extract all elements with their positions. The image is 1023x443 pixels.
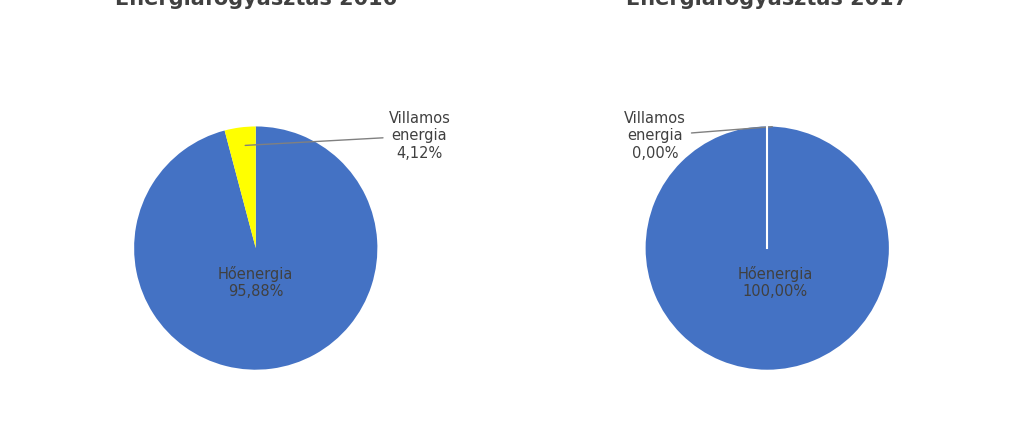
Title: Energiafogyasztás 2017: Energiafogyasztás 2017 <box>626 0 908 9</box>
Wedge shape <box>225 126 256 248</box>
Text: Hőenergia
100,00%: Hőenergia 100,00% <box>738 266 812 299</box>
Text: Villamos
energia
4,12%: Villamos energia 4,12% <box>246 111 450 161</box>
Text: Villamos
energia
0,00%: Villamos energia 0,00% <box>624 111 772 161</box>
Wedge shape <box>646 126 889 370</box>
Wedge shape <box>134 126 377 370</box>
Title: Energiafogyasztás 2016: Energiafogyasztás 2016 <box>115 0 397 9</box>
Text: Hőenergia
95,88%: Hőenergia 95,88% <box>218 266 294 299</box>
